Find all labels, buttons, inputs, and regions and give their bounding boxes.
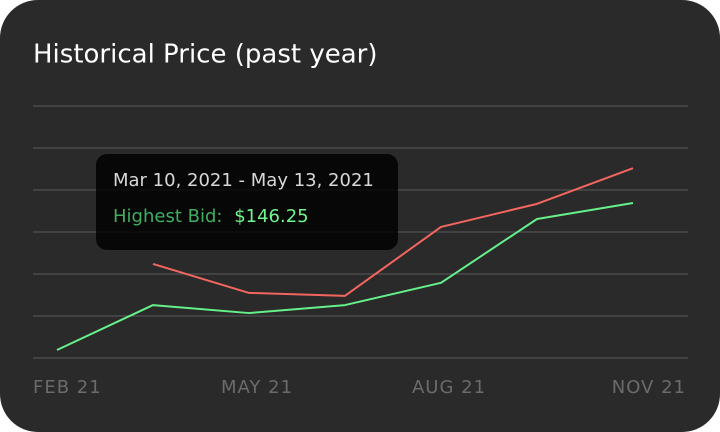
price-line: [152, 167, 634, 297]
price-line: [56, 202, 634, 351]
x-tick-label: NOV 21: [612, 377, 686, 398]
x-tick-label: AUG 21: [412, 377, 486, 398]
tooltip-label: Highest Bid:: [113, 206, 222, 227]
x-tick-label: FEB 21: [33, 377, 102, 398]
card-title: Historical Price (past year): [33, 40, 377, 70]
tooltip-line: Highest Bid: $146.25: [113, 206, 309, 227]
tooltip: Mar 10, 2021 - May 13, 2021 Highest Bid:…: [96, 154, 398, 250]
x-tick-label: MAY 21: [221, 377, 293, 398]
tooltip-range: Mar 10, 2021 - May 13, 2021: [113, 170, 374, 191]
tooltip-box: [96, 154, 398, 250]
tooltip-value: $146.25: [234, 206, 308, 227]
